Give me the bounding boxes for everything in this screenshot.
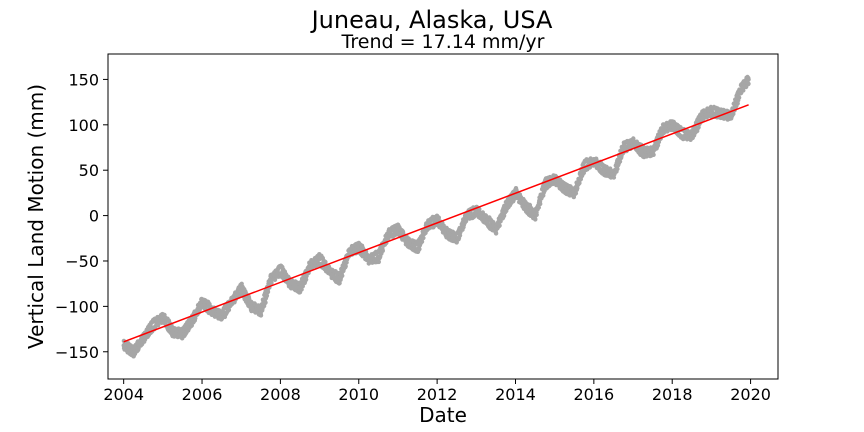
data-point xyxy=(485,220,490,225)
data-point xyxy=(421,235,426,241)
y-tick-label: −100 xyxy=(55,297,99,316)
data-point xyxy=(376,259,381,265)
y-tick-label: −150 xyxy=(55,343,99,362)
x-axis: 2004 2006 2008 2010 2012 2014 2016 2018 2020 xyxy=(103,379,771,404)
data-point xyxy=(651,152,656,157)
plot-data-layer xyxy=(121,74,751,359)
y-tick-label: 150 xyxy=(68,70,99,89)
x-tick-label: 2016 xyxy=(573,385,614,404)
data-point xyxy=(417,246,422,252)
data-point xyxy=(323,259,328,265)
data-point xyxy=(497,223,502,228)
data-point xyxy=(538,201,543,207)
data-point xyxy=(226,307,232,313)
data-point xyxy=(696,125,701,130)
x-tick-label: 2012 xyxy=(417,385,458,404)
x-axis-label: Date xyxy=(419,403,467,427)
data-point xyxy=(615,166,620,172)
y-tick-label: 50 xyxy=(79,161,99,180)
data-point xyxy=(536,205,541,210)
x-tick-label: 2018 xyxy=(652,385,693,404)
data-point xyxy=(343,264,348,269)
y-tick-label: −50 xyxy=(65,252,99,271)
data-point xyxy=(269,280,274,286)
y-tick-label: 100 xyxy=(68,116,99,135)
data-point xyxy=(746,77,751,82)
chart-subtitle: Trend = 17.14 mm/yr xyxy=(341,31,545,53)
data-point xyxy=(419,239,425,244)
data-point xyxy=(263,300,268,305)
x-tick-label: 2014 xyxy=(495,385,536,404)
data-point xyxy=(655,143,661,148)
chart-title: Juneau, Alaska, USA xyxy=(310,6,553,34)
data-point xyxy=(457,233,463,238)
data-point xyxy=(575,186,580,191)
y-axis: −150 −100 −50 0 50 100 150 xyxy=(55,70,108,362)
data-point xyxy=(573,191,579,196)
data-point xyxy=(264,293,270,298)
x-tick-label: 2004 xyxy=(103,385,144,404)
x-tick-label: 2006 xyxy=(182,385,223,404)
x-tick-label: 2008 xyxy=(260,385,301,404)
data-point xyxy=(156,323,161,328)
plot-frame xyxy=(107,53,779,380)
data-point xyxy=(731,111,736,117)
data-point xyxy=(501,213,507,218)
data-point xyxy=(337,280,342,286)
data-point xyxy=(736,95,742,100)
data-point xyxy=(258,313,264,318)
x-tick-label: 2020 xyxy=(730,385,771,404)
trend-line xyxy=(123,104,749,343)
data-point xyxy=(491,220,496,225)
data-point xyxy=(436,215,441,220)
data-point xyxy=(611,175,617,180)
data-point xyxy=(746,81,751,87)
data-point xyxy=(617,159,623,164)
data-point xyxy=(265,289,271,295)
y-axis-label: Vertical Land Motion (mm) xyxy=(24,84,48,349)
data-point xyxy=(303,277,309,282)
data-point xyxy=(493,231,499,236)
x-tick-label: 2010 xyxy=(338,385,379,404)
data-point xyxy=(533,217,538,222)
data-point xyxy=(340,273,345,278)
data-point xyxy=(299,287,304,292)
data-point xyxy=(534,212,539,217)
y-tick-label: 0 xyxy=(89,207,99,226)
data-point xyxy=(577,180,582,186)
data-point xyxy=(380,248,385,253)
data-point xyxy=(741,88,746,93)
